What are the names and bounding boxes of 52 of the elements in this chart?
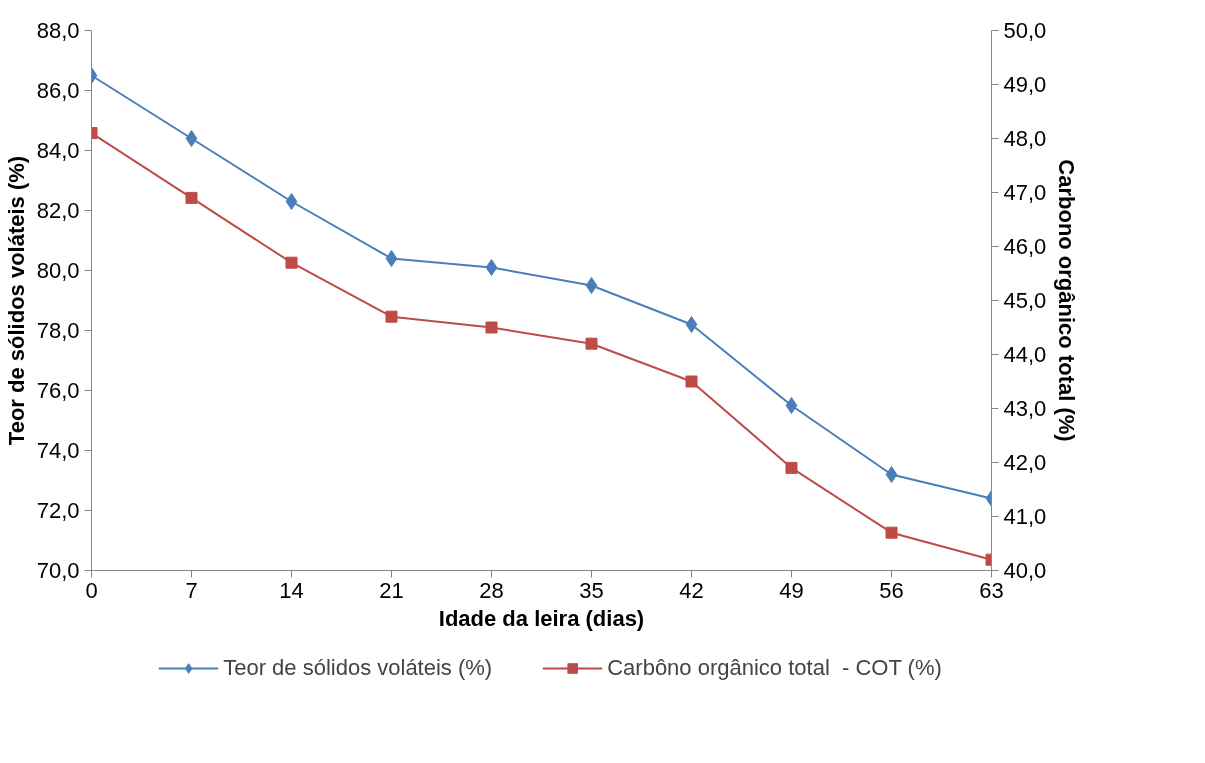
x-tick-label: 0 xyxy=(85,577,98,603)
point xyxy=(185,191,198,204)
x-tick-label: 7 xyxy=(185,577,198,603)
point xyxy=(485,259,498,276)
point xyxy=(385,310,398,323)
y2-tick-label: 43,0 xyxy=(1003,396,1047,421)
point xyxy=(885,526,898,539)
y-tick-label: 86,0 xyxy=(36,78,80,103)
y-axis-title: Teor de sólidos voláteis (%) xyxy=(3,155,29,446)
point xyxy=(685,316,698,333)
y-tick-label: 74,0 xyxy=(36,438,80,463)
x-tick-label: 21 xyxy=(379,577,404,603)
y2-tick-label: 44,0 xyxy=(1003,342,1047,367)
point xyxy=(585,337,598,350)
y2-tick-label: 45,0 xyxy=(1003,288,1047,313)
y-tick-label: 88,0 xyxy=(36,18,80,43)
y-tick-label: 72,0 xyxy=(36,498,80,523)
point xyxy=(585,277,598,294)
legend-label: Carbôno orgânico total - COT (%) xyxy=(607,655,942,681)
legend-label: Teor de sólidos voláteis (%) xyxy=(223,655,493,681)
y2-tick-label: 50,0 xyxy=(1003,18,1047,43)
y2-tick-label: 42,0 xyxy=(1003,450,1047,475)
point xyxy=(785,461,798,474)
x-tick-label: 14 xyxy=(279,577,304,603)
x-tick-label: 63 xyxy=(979,577,1004,603)
x-tick-label: 35 xyxy=(579,577,604,603)
y-tick-label: 70,0 xyxy=(36,558,80,583)
y2-tick-label: 48,0 xyxy=(1003,126,1047,151)
y2-axis-title: Carbono orgânico total (%) xyxy=(1054,159,1080,442)
x-tick-label: 42 xyxy=(679,577,704,603)
y-tick-label: 80,0 xyxy=(36,258,80,283)
y-tick-label: 82,0 xyxy=(36,198,80,223)
point xyxy=(685,375,698,388)
point xyxy=(285,256,298,269)
point xyxy=(785,397,798,414)
y2-tick-label: 49,0 xyxy=(1003,72,1047,97)
point xyxy=(185,130,198,147)
x-axis-title: Idade da leira (dias) xyxy=(438,605,645,631)
y2-tick-label: 46,0 xyxy=(1003,234,1047,259)
x-tick-label: 56 xyxy=(879,577,904,603)
x-tick-label: 49 xyxy=(779,577,804,603)
y2-tick-label: 47,0 xyxy=(1003,180,1047,205)
point xyxy=(285,193,298,210)
y2-tick-label: 40,0 xyxy=(1003,558,1047,583)
point xyxy=(885,466,898,483)
y2-tick-label: 41,0 xyxy=(1003,504,1047,529)
y-tick-label: 84,0 xyxy=(36,138,80,163)
x-tick-label: 28 xyxy=(479,577,504,603)
point xyxy=(485,321,498,334)
y-tick-label: 76,0 xyxy=(36,378,80,403)
point xyxy=(385,250,398,267)
y-tick-label: 78,0 xyxy=(36,318,80,343)
